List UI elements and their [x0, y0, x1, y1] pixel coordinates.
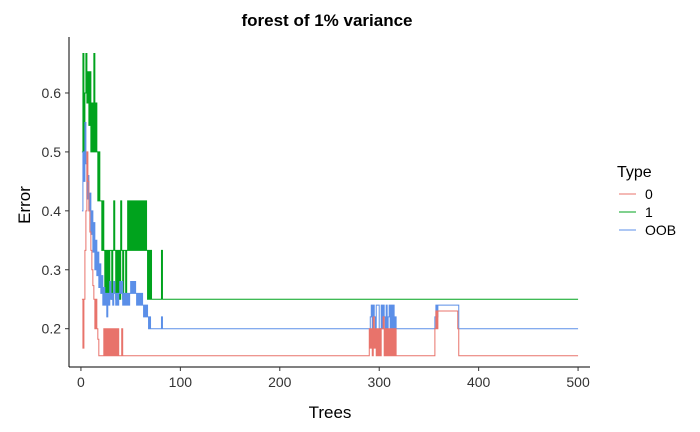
x-tick-label: 400 [467, 374, 491, 390]
y-tick-label: 0.6 [42, 85, 62, 101]
legend-label-1: 1 [645, 204, 653, 220]
x-tick-label: 200 [268, 374, 292, 390]
y-tick-label: 0.5 [42, 144, 62, 160]
x-tick-label: 300 [368, 374, 392, 390]
x-tick-label: 100 [169, 374, 193, 390]
series-line-oob [81, 121, 579, 330]
y-axis-ticks: 0.2 0.3 0.4 0.5 0.6 [42, 85, 69, 337]
legend-label-0: 0 [645, 186, 653, 202]
x-axis-ticks: 0 100 200 300 400 500 [77, 367, 590, 390]
legend: Type 0 1 OOB [617, 164, 676, 238]
y-axis-title: Error [15, 186, 34, 224]
series-line-0 [81, 151, 579, 357]
x-tick-label: 500 [566, 374, 590, 390]
plot-area [81, 53, 579, 357]
x-axis-title: Trees [309, 403, 352, 422]
series-line-1 [81, 53, 579, 300]
legend-items: 0 1 OOB [619, 186, 676, 238]
y-tick-label: 0.2 [42, 321, 62, 337]
chart-title: forest of 1% variance [241, 11, 412, 30]
legend-title: Type [617, 164, 652, 181]
y-tick-label: 0.4 [42, 203, 62, 219]
y-tick-label: 0.3 [42, 262, 62, 278]
legend-label-oob: OOB [645, 222, 676, 238]
x-tick-label: 0 [77, 374, 85, 390]
